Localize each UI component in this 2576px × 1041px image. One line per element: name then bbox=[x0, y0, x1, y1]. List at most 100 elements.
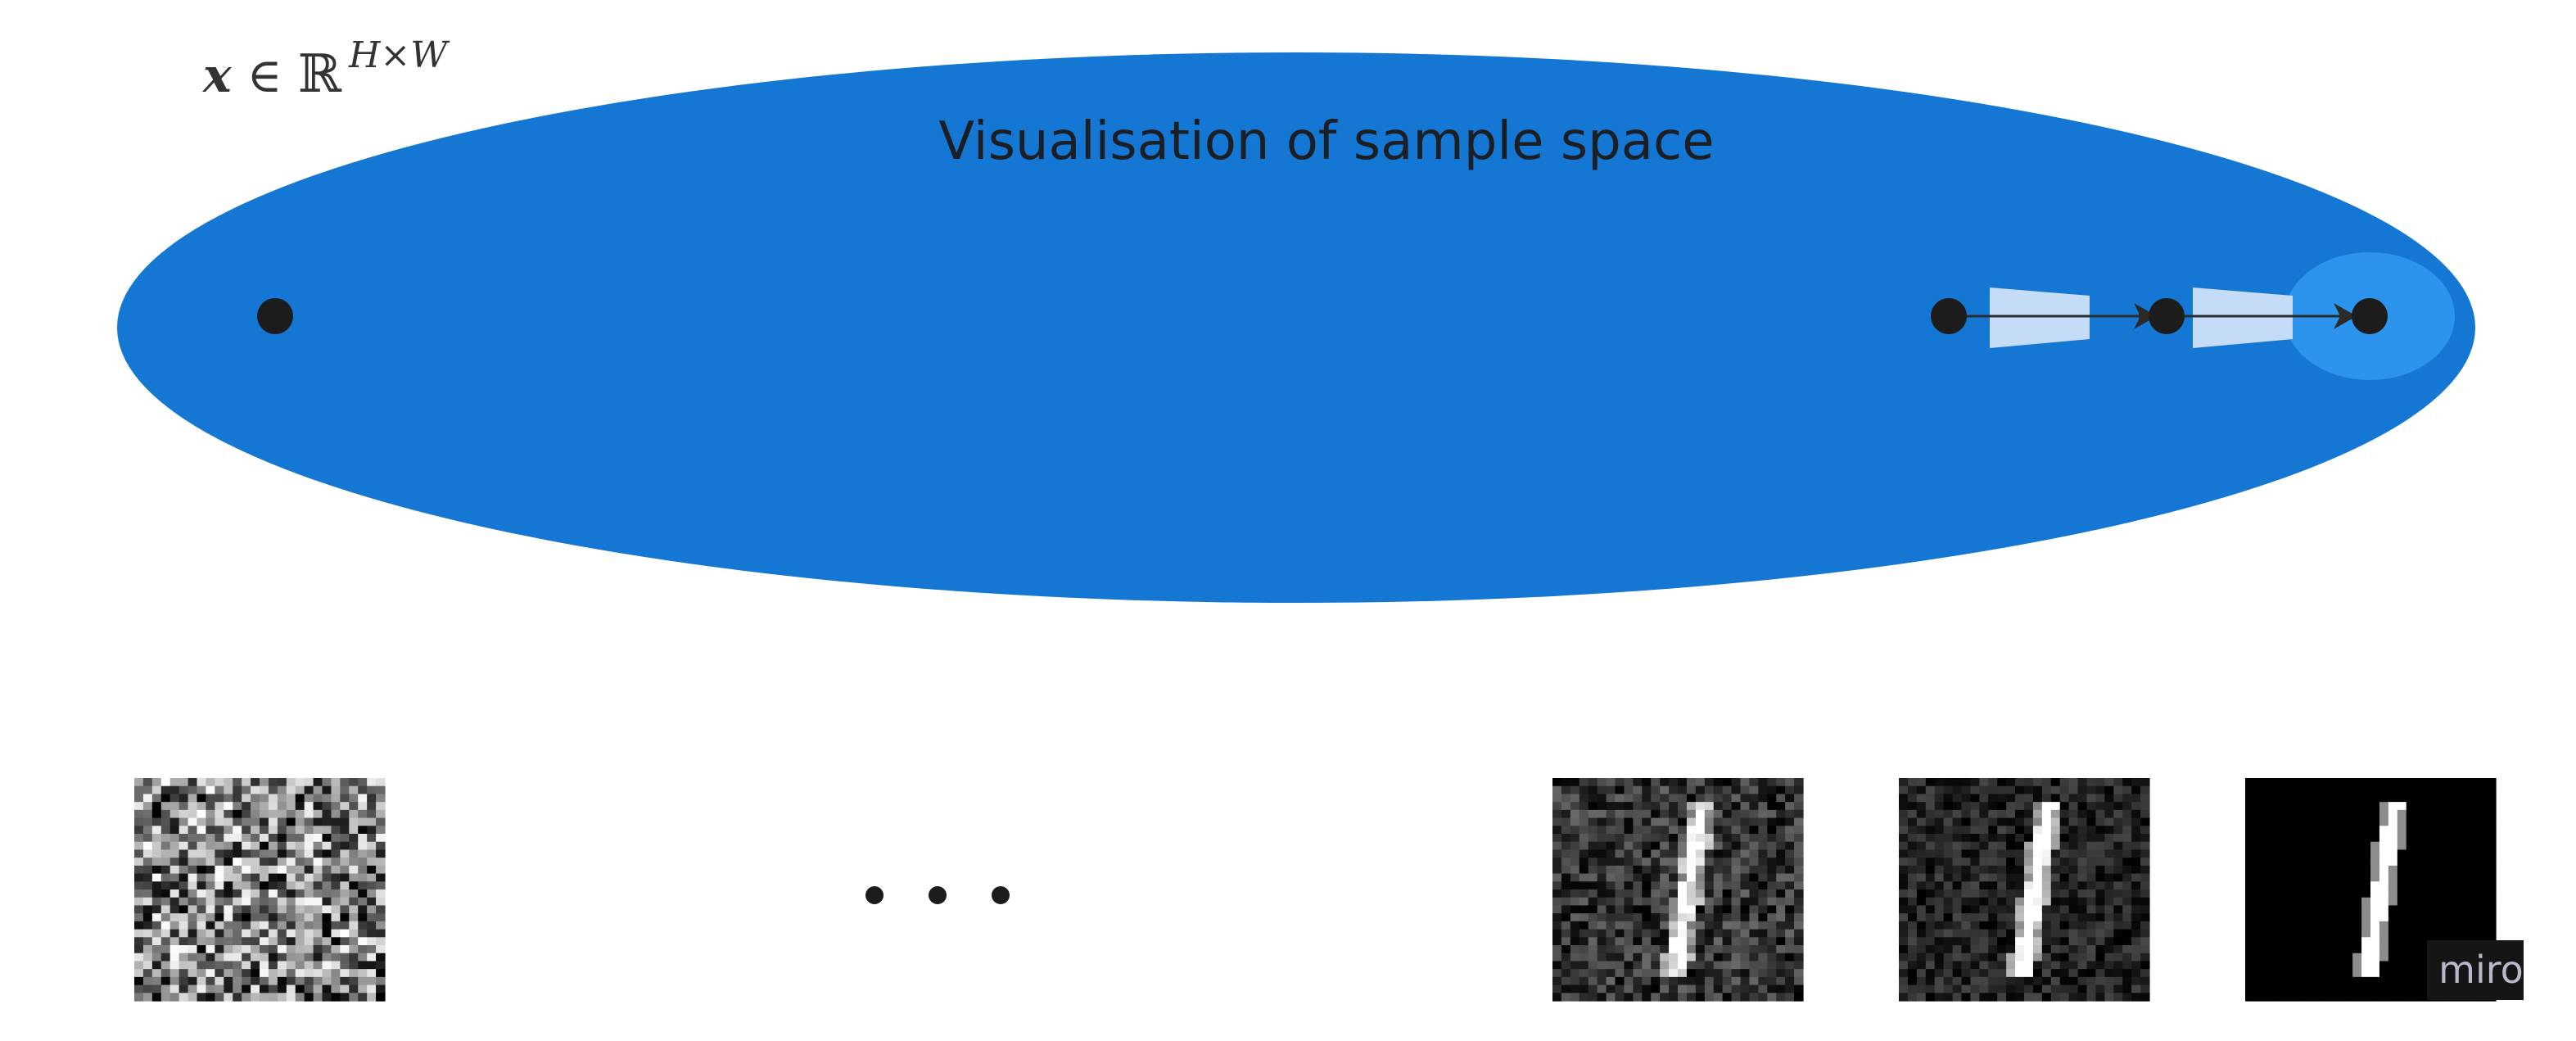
sample-pixel bbox=[1916, 969, 1927, 978]
sample-pixel bbox=[2352, 834, 2362, 843]
sample-pixel bbox=[2379, 881, 2389, 890]
sample-pixel bbox=[1997, 969, 2007, 978]
sample-pixel bbox=[134, 953, 144, 962]
ellipsis bbox=[865, 886, 1010, 904]
sample-pixel bbox=[1988, 929, 1998, 938]
sample-pixel bbox=[1695, 849, 1706, 858]
sample-pixel bbox=[2487, 841, 2497, 851]
sample-pixel bbox=[1794, 976, 1804, 986]
sample-pixel bbox=[322, 849, 332, 858]
sample-pixel bbox=[1943, 976, 1954, 986]
sample-pixel bbox=[1758, 976, 1768, 986]
sample-pixel bbox=[1686, 921, 1697, 930]
sample-pixel bbox=[2086, 984, 2097, 993]
sample-pixel bbox=[1731, 865, 1742, 875]
sample-pixel bbox=[2451, 865, 2461, 875]
sample-pixel bbox=[2015, 929, 2025, 938]
sample-pixel bbox=[1669, 945, 1679, 954]
sample-pixel bbox=[1899, 976, 1909, 986]
sample-pixel bbox=[2298, 921, 2309, 930]
sample-pixel bbox=[1916, 976, 1927, 986]
sample-pixel bbox=[1704, 802, 1715, 811]
sample-pixel bbox=[260, 913, 269, 922]
sample-pixel bbox=[1606, 826, 1616, 835]
sample-pixel bbox=[1925, 993, 1936, 1002]
sample-pixel bbox=[1624, 794, 1634, 803]
sample-pixel bbox=[286, 794, 296, 803]
sample-pixel bbox=[1997, 802, 2007, 811]
sample-pixel bbox=[188, 794, 198, 803]
sample-pixel bbox=[1669, 937, 1679, 946]
sample-pixel bbox=[1997, 809, 2007, 819]
sample-pixel bbox=[349, 809, 359, 819]
sample-pixel bbox=[1615, 817, 1625, 826]
sample-pixel bbox=[1731, 969, 1742, 978]
sample-pixel bbox=[2032, 826, 2043, 835]
sample-pixel bbox=[2316, 826, 2326, 835]
sample-pixel bbox=[367, 921, 377, 930]
sample-pixel bbox=[2343, 976, 2353, 986]
sample-pixel bbox=[2086, 921, 2097, 930]
sample-pixel bbox=[1961, 849, 1972, 858]
sample-pixel bbox=[376, 984, 386, 993]
sample-pixel bbox=[260, 953, 269, 962]
sample-pixel bbox=[1749, 913, 1759, 922]
sample-pixel bbox=[1767, 858, 1777, 867]
sample-pixel bbox=[2415, 921, 2425, 930]
sample-pixel bbox=[2253, 945, 2264, 954]
sample-pixel bbox=[1669, 817, 1679, 826]
sample-pixel bbox=[2406, 945, 2416, 954]
sample-pixel bbox=[1678, 802, 1688, 811]
sample-pixel bbox=[2370, 841, 2380, 851]
sample-pixel bbox=[2379, 834, 2389, 843]
sample-pixel bbox=[376, 873, 386, 882]
sample-pixel bbox=[224, 858, 233, 867]
sample-pixel bbox=[2433, 905, 2443, 914]
sample-pixel bbox=[2095, 809, 2105, 819]
noisy-digit-sample bbox=[1552, 778, 1804, 1002]
sample-pixel bbox=[358, 881, 368, 890]
sample-pixel bbox=[1731, 826, 1742, 835]
sample-pixel bbox=[1642, 905, 1652, 914]
sample-pixel bbox=[1785, 993, 1795, 1002]
sample-pixel bbox=[1997, 865, 2007, 875]
sample-pixel bbox=[2006, 929, 2016, 938]
sample-pixel bbox=[2325, 881, 2335, 890]
sample-pixel bbox=[224, 841, 233, 851]
sample-pixel bbox=[1624, 873, 1634, 882]
sample-pixel bbox=[1722, 794, 1733, 803]
sample-pixel bbox=[1979, 841, 1989, 851]
sample-pixel bbox=[2361, 881, 2371, 890]
sample-pixel bbox=[1988, 834, 1998, 843]
sample-pixel bbox=[322, 873, 332, 882]
sample-pixel bbox=[2015, 984, 2025, 993]
sample-pixel bbox=[1997, 913, 2007, 922]
sample-pixel bbox=[2140, 858, 2150, 867]
sample-pixel bbox=[2325, 889, 2335, 898]
sample-pixel bbox=[188, 937, 198, 946]
sample-pixel bbox=[1899, 937, 1909, 946]
sample-pixel bbox=[2370, 778, 2380, 787]
sample-pixel bbox=[1961, 858, 1972, 867]
sample-pixel bbox=[2086, 969, 2097, 978]
sample-pixel bbox=[2424, 849, 2434, 858]
sample-pixel bbox=[2334, 945, 2344, 954]
sample-pixel bbox=[1767, 913, 1777, 922]
sample-pixel bbox=[1934, 945, 1945, 954]
sample-pixel bbox=[2316, 905, 2326, 914]
sample-pixel bbox=[188, 841, 198, 851]
sample-pixel bbox=[2015, 809, 2025, 819]
sample-pixel bbox=[2068, 865, 2079, 875]
sample-pixel bbox=[376, 881, 386, 890]
sample-pixel bbox=[1722, 929, 1733, 938]
sample-pixel bbox=[2077, 889, 2088, 898]
sample-pixel bbox=[2379, 969, 2389, 978]
sample-pixel bbox=[2104, 873, 2114, 882]
sample-pixel bbox=[304, 913, 314, 922]
sample-pixel bbox=[160, 969, 171, 978]
sample-pixel bbox=[1997, 834, 2007, 843]
sample-pixel bbox=[1704, 976, 1715, 986]
sample-pixel bbox=[2059, 961, 2070, 970]
sample-pixel bbox=[2451, 794, 2461, 803]
sample-pixel bbox=[1713, 945, 1724, 954]
